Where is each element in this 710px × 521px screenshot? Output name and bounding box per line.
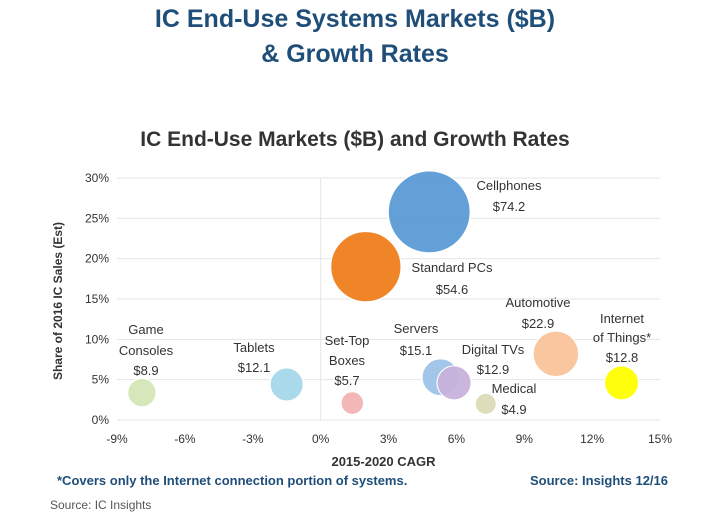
bubble-value-label: $22.9 [522, 316, 555, 331]
bubble-set-top-boxes [340, 391, 365, 416]
source-left: Source: IC Insights [50, 498, 152, 512]
bubble-digital-tvs [436, 365, 472, 401]
bubble-name-label: Standard PCs [412, 260, 493, 275]
y-tick-label: 5% [92, 373, 110, 387]
bubble-value-label: $4.9 [501, 402, 526, 417]
bubble-game-consoles [127, 377, 157, 408]
page-subtitle: & Growth Rates [261, 40, 449, 68]
chart-title: IC End-Use Markets ($B) and Growth Rates [140, 128, 570, 151]
bubble-tablets [269, 367, 304, 402]
x-tick-label: 0% [312, 432, 330, 446]
x-tick-label: 9% [516, 432, 534, 446]
x-tick-label: -6% [174, 432, 196, 446]
x-tick-label: 12% [580, 432, 604, 446]
bubble-name-label: Consoles [119, 343, 174, 358]
y-tick-label: 25% [85, 211, 109, 225]
bubble-name-label: of Things* [593, 330, 651, 345]
bubble-name-label: Tablets [233, 340, 275, 355]
y-axis-label: Share of 2016 IC Sales (Est) [51, 222, 65, 380]
x-tick-label: 15% [648, 432, 672, 446]
bubble-name-label: Automotive [505, 295, 570, 310]
y-tick-label: 10% [85, 332, 109, 346]
y-tick-label: 0% [92, 413, 110, 427]
bubble-name-label: Boxes [329, 353, 366, 368]
x-tick-label: -3% [242, 432, 264, 446]
footnote: *Covers only the Internet connection por… [57, 473, 408, 488]
bubble-name-label: Internet [600, 311, 644, 326]
y-tick-label: 20% [85, 252, 109, 266]
x-axis-label: 2015-2020 CAGR [331, 454, 436, 469]
x-tick-label: 3% [380, 432, 398, 446]
bubble-standard-pcs [330, 230, 402, 303]
bubble-value-label: $5.7 [334, 373, 359, 388]
bubble-name-label: Medical [492, 381, 537, 396]
y-tick-label: 30% [85, 171, 109, 185]
bubble-value-label: $12.8 [606, 350, 639, 365]
bubble-name-label: Game [128, 322, 163, 337]
bubble-name-label: Digital TVs [462, 342, 525, 357]
bubble-medical [474, 392, 497, 416]
bubble-internet-of-things [603, 365, 640, 401]
bubble-value-label: $74.2 [493, 199, 526, 214]
bubble-value-label: $8.9 [133, 363, 158, 378]
x-tick-label: -9% [106, 432, 128, 446]
source-right: Source: Insights 12/16 [530, 473, 668, 488]
bubble-name-label: Set-Top [325, 333, 370, 348]
bubble-name-label: Servers [394, 321, 439, 336]
y-tick-label: 15% [85, 292, 109, 306]
bubble-cellphones [387, 170, 471, 254]
x-tick-label: 6% [448, 432, 466, 446]
bubble-value-label: $54.6 [436, 282, 469, 297]
bubble-automotive [532, 330, 580, 378]
page-title: IC End-Use Systems Markets ($B) [154, 5, 556, 33]
bubble-value-label: $15.1 [400, 343, 433, 358]
bubble-value-label: $12.9 [477, 362, 510, 377]
bubble-value-label: $12.1 [238, 360, 271, 375]
bubble-name-label: Cellphones [476, 178, 542, 193]
